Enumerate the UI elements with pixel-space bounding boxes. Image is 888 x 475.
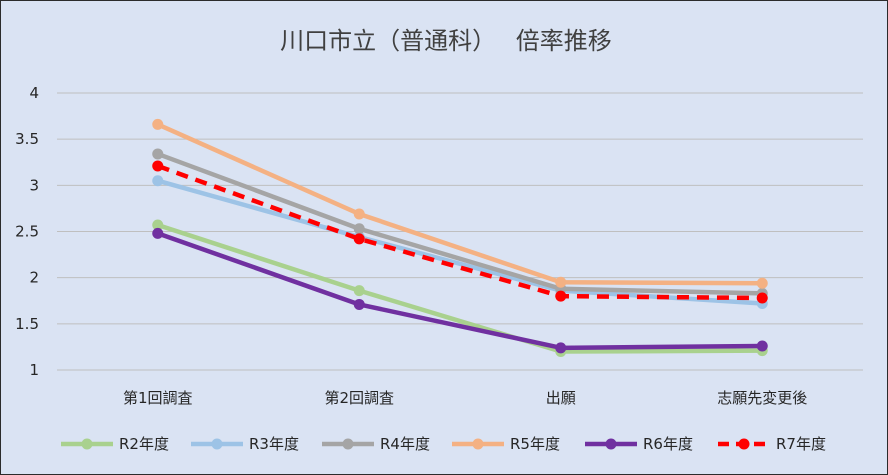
data-point [152,219,164,231]
chart-title: 川口市立（普通科） 倍率推移 [280,27,612,55]
x-tick-label: 第2回調査 [324,389,394,407]
data-point [555,342,567,354]
data-point [152,175,164,187]
legend-marker [472,438,484,450]
series-R6年度 [152,227,768,354]
x-tick-label: 出願 [546,389,576,407]
y-tick-label: 2.5 [15,223,39,241]
legend-marker [211,438,223,450]
y-tick-label: 2 [29,269,39,287]
legend-entry: R2年度 [61,435,169,453]
data-point [555,290,567,302]
y-axis-ticks: 1 1.5 2 2.5 3 3.5 4 [15,84,39,379]
legend-entry: R5年度 [452,435,560,453]
legend: R2年度 R3年度 R4年度 R5年度 R6年度 R7年度 [61,435,826,453]
y-tick-label: 4 [29,84,39,102]
series-R4年度 [152,148,768,299]
series-R7年度 [152,160,768,304]
x-axis-ticks: 第1回調査 第2回調査 出願 志願先変更後 [123,389,807,407]
data-point [152,118,164,130]
data-point [756,277,768,289]
legend-entry: R3年度 [191,435,299,453]
legend-entry: R4年度 [322,435,430,453]
data-point [353,285,365,297]
data-point [353,298,365,310]
legend-label: R6年度 [643,435,693,453]
data-point [152,148,164,160]
legend-entry: R6年度 [585,435,693,453]
series-line [155,151,765,296]
legend-marker [342,438,354,450]
data-point [152,227,164,239]
series-line [156,163,763,301]
y-tick-label: 3.5 [15,130,39,148]
legend-entry: R7年度 [718,435,826,453]
x-tick-label: 志願先変更後 [717,389,807,407]
y-tick-label: 1.5 [15,315,39,333]
legend-label: R7年度 [776,435,826,453]
series-line [155,222,765,354]
y-tick-label: 1 [29,361,39,379]
legend-label: R5年度 [510,435,560,453]
series-R2年度 [152,219,768,358]
legend-marker [738,438,750,450]
data-point [353,223,365,235]
data-point [353,208,365,220]
legend-marker [81,438,93,450]
legend-marker [605,438,617,450]
series-line [155,122,765,286]
series-line [155,231,765,351]
x-tick-label: 第1回調査 [123,389,193,407]
data-point [756,292,768,304]
legend-label: R3年度 [249,435,299,453]
series-lines [152,118,768,358]
data-point [353,233,365,245]
data-point [756,340,768,352]
legend-label: R4年度 [380,435,430,453]
series-R5年度 [152,118,768,289]
legend-label: R2年度 [119,435,169,453]
data-point [555,276,567,288]
series-line [155,178,765,306]
y-tick-label: 3 [29,176,39,194]
data-point [152,160,164,172]
